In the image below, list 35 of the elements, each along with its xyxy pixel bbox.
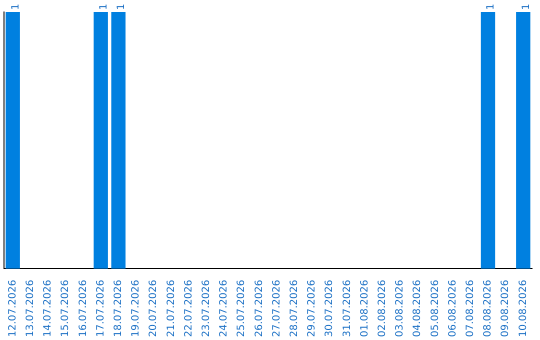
- x-tick-label: 17.07.2026: [95, 280, 106, 338]
- x-tick-label: 30.07.2026: [324, 280, 336, 338]
- x-tick-label: 07.08.2026: [464, 280, 476, 338]
- x-tick-label: 21.07.2026: [166, 280, 177, 338]
- data-label: 1: [520, 4, 532, 10]
- x-tick-label: 15.07.2026: [60, 280, 72, 338]
- x-tick-label: 13.07.2026: [24, 280, 36, 338]
- data-label: 1: [116, 4, 127, 10]
- data-label: 1: [486, 4, 497, 10]
- x-tick-label: 27.07.2026: [271, 280, 282, 338]
- x-tick-label: 02.08.2026: [376, 280, 388, 338]
- x-tick-label: 29.07.2026: [306, 280, 318, 338]
- x-tick-label: 24.07.2026: [218, 280, 230, 338]
- data-label: 1: [10, 4, 22, 10]
- x-tick-label: 10.08.2026: [518, 280, 529, 338]
- x-tick-label: 20.07.2026: [148, 280, 160, 338]
- x-tick-label: 31.07.2026: [342, 280, 353, 338]
- x-tick-label: 28.07.2026: [288, 280, 300, 338]
- x-tick-label: 23.07.2026: [200, 280, 212, 338]
- x-tick-label: 01.08.2026: [359, 280, 370, 338]
- x-tick-label: 16.07.2026: [78, 280, 89, 338]
- x-tick-label: 12.07.2026: [7, 280, 18, 338]
- x-tick-label: 04.08.2026: [412, 280, 424, 338]
- x-tick-label: 26.07.2026: [254, 280, 265, 338]
- x-tick-label: 09.08.2026: [500, 280, 512, 338]
- x-tick-label: 06.08.2026: [447, 280, 458, 338]
- x-tick-label: 19.07.2026: [130, 280, 142, 338]
- x-tick-label: 08.08.2026: [482, 280, 494, 338]
- x-tick-label: 05.08.2026: [430, 280, 441, 338]
- data-label: 1: [98, 4, 110, 10]
- x-tick-label: 22.07.2026: [183, 280, 194, 338]
- x-tick-label: 18.07.2026: [112, 280, 124, 338]
- x-tick-label: 14.07.2026: [42, 280, 54, 338]
- x-tick-label: 25.07.2026: [236, 280, 248, 338]
- x-tick-label: 03.08.2026: [394, 280, 406, 338]
